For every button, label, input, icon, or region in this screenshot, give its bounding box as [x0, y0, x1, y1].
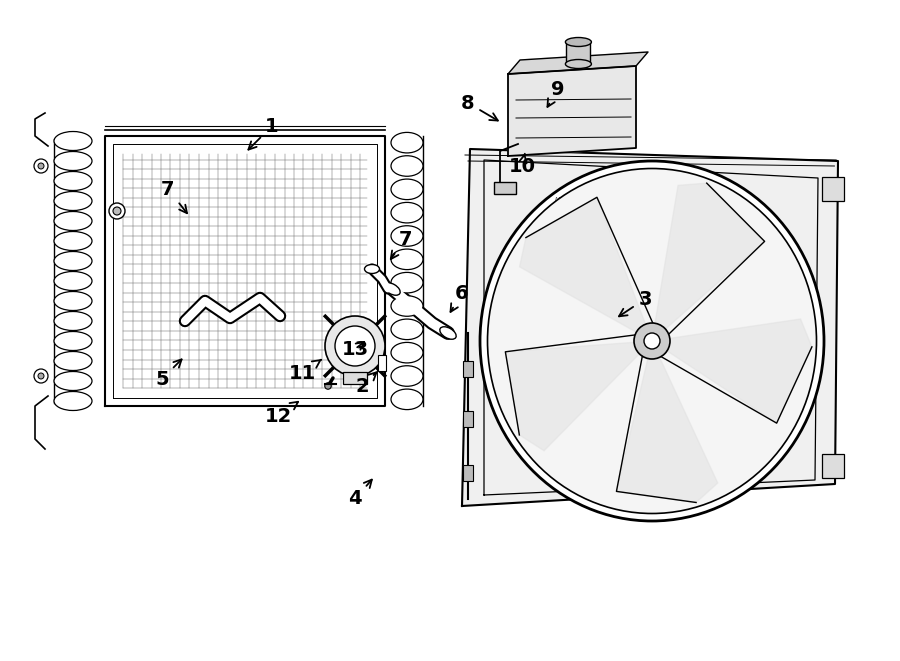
- Bar: [494, 182, 516, 194]
- Ellipse shape: [391, 226, 423, 247]
- Ellipse shape: [391, 295, 423, 316]
- Ellipse shape: [383, 283, 400, 295]
- Polygon shape: [508, 52, 648, 74]
- Polygon shape: [652, 319, 812, 423]
- Ellipse shape: [440, 327, 456, 339]
- Text: 8: 8: [461, 93, 498, 120]
- Text: 11: 11: [288, 360, 321, 383]
- Polygon shape: [616, 341, 718, 502]
- Circle shape: [38, 373, 44, 379]
- Polygon shape: [462, 149, 838, 506]
- Text: 3: 3: [619, 290, 652, 317]
- Ellipse shape: [565, 38, 591, 46]
- Ellipse shape: [54, 391, 92, 410]
- Ellipse shape: [391, 319, 423, 340]
- Polygon shape: [652, 183, 765, 341]
- Ellipse shape: [391, 389, 423, 410]
- Bar: [378, 355, 386, 371]
- Text: 4: 4: [348, 480, 372, 508]
- Ellipse shape: [54, 212, 92, 231]
- Ellipse shape: [391, 132, 423, 153]
- Ellipse shape: [54, 292, 92, 311]
- Ellipse shape: [391, 366, 423, 386]
- Ellipse shape: [391, 179, 423, 200]
- Bar: [822, 454, 844, 478]
- Bar: [822, 177, 844, 201]
- Text: 2: 2: [356, 372, 376, 395]
- Circle shape: [325, 316, 385, 376]
- Ellipse shape: [54, 151, 92, 171]
- Polygon shape: [519, 197, 652, 341]
- Circle shape: [644, 333, 660, 349]
- Text: 12: 12: [265, 402, 298, 426]
- Text: 10: 10: [508, 153, 536, 176]
- Ellipse shape: [54, 192, 92, 210]
- Polygon shape: [508, 66, 636, 156]
- Bar: [463, 465, 473, 481]
- Bar: [343, 372, 367, 384]
- Ellipse shape: [391, 272, 423, 293]
- Bar: [463, 361, 473, 377]
- Text: MOPAR: MOPAR: [555, 196, 578, 202]
- Text: 5: 5: [155, 360, 182, 389]
- Polygon shape: [105, 136, 385, 406]
- Circle shape: [634, 323, 670, 359]
- Bar: [566, 42, 590, 64]
- Text: 1: 1: [248, 116, 279, 149]
- Ellipse shape: [488, 169, 816, 514]
- Text: 7: 7: [161, 180, 187, 214]
- Ellipse shape: [364, 264, 380, 274]
- Ellipse shape: [54, 251, 92, 270]
- Text: 13: 13: [341, 340, 369, 358]
- Ellipse shape: [54, 371, 92, 391]
- Ellipse shape: [54, 132, 92, 151]
- Text: 7: 7: [391, 229, 412, 259]
- Ellipse shape: [565, 59, 591, 69]
- Bar: [463, 411, 473, 427]
- Text: 9: 9: [547, 79, 565, 107]
- Ellipse shape: [54, 231, 92, 251]
- Text: 6: 6: [451, 284, 469, 312]
- Circle shape: [38, 163, 44, 169]
- Ellipse shape: [391, 202, 423, 223]
- Circle shape: [109, 203, 125, 219]
- Circle shape: [113, 207, 121, 215]
- Ellipse shape: [391, 249, 423, 270]
- Circle shape: [34, 159, 48, 173]
- Ellipse shape: [325, 383, 331, 389]
- Ellipse shape: [391, 342, 423, 363]
- Ellipse shape: [54, 352, 92, 371]
- Ellipse shape: [54, 272, 92, 290]
- Ellipse shape: [54, 311, 92, 330]
- Ellipse shape: [54, 332, 92, 350]
- Circle shape: [335, 326, 375, 366]
- Circle shape: [34, 369, 48, 383]
- Polygon shape: [506, 341, 652, 451]
- Ellipse shape: [54, 171, 92, 190]
- Ellipse shape: [391, 156, 423, 176]
- Ellipse shape: [480, 161, 824, 521]
